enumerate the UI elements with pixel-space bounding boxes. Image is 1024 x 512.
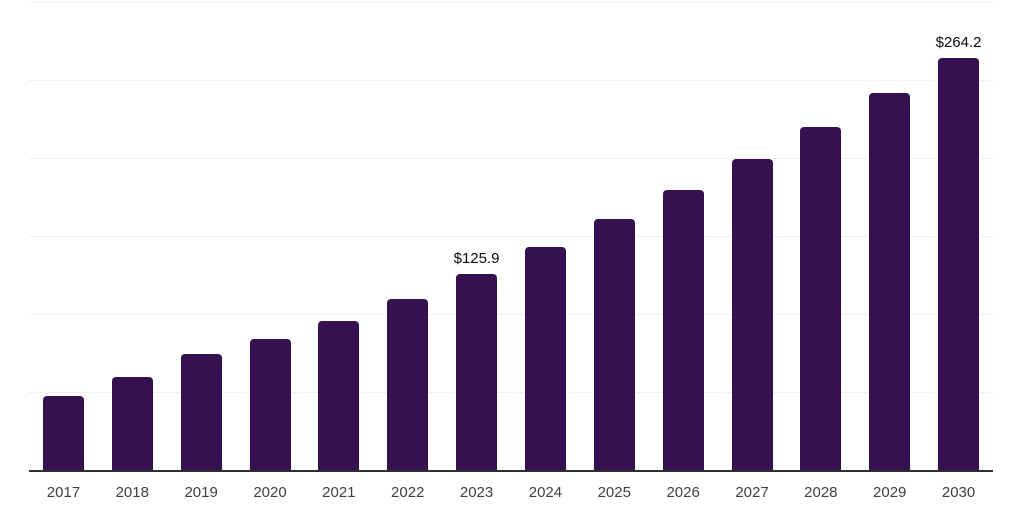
- bar-2029: [869, 93, 911, 471]
- bar-2018: [111, 377, 153, 471]
- x-tick-2017: 2017: [46, 484, 81, 501]
- bar-2024: [524, 247, 566, 471]
- x-tick-2026: 2026: [666, 484, 700, 501]
- x-tick-2019: 2019: [184, 484, 218, 501]
- x-tick-2020: 2020: [253, 484, 287, 501]
- bar-2028: [800, 127, 842, 471]
- bar-2030: [938, 57, 980, 471]
- x-tick-2023: 2023: [459, 484, 494, 501]
- bar-2021: [318, 320, 360, 471]
- value-label-2030: $264.2: [935, 33, 982, 51]
- bar-2020: [249, 338, 291, 471]
- x-tick-2021: 2021: [322, 484, 356, 501]
- gridline-50: [29, 392, 993, 394]
- x-tick-2025: 2025: [597, 484, 631, 501]
- x-tick-2024: 2024: [528, 484, 563, 501]
- bar-2023: [456, 274, 498, 471]
- bar-2022: [387, 299, 429, 471]
- gridline-300: [29, 1, 993, 3]
- x-tick-2018: 2018: [115, 484, 149, 501]
- bar-2019: [180, 354, 222, 471]
- bar-2026: [662, 190, 704, 471]
- x-tick-2030: 2030: [941, 484, 976, 501]
- gridline-100: [29, 314, 993, 316]
- bar-2025: [593, 219, 635, 471]
- bar-2017: [42, 395, 84, 471]
- x-tick-2022: 2022: [391, 484, 425, 501]
- x-axis-line: [29, 470, 993, 472]
- x-tick-2027: 2027: [735, 484, 769, 501]
- x-tick-2029: 2029: [873, 484, 907, 501]
- gridline-250: [29, 79, 993, 81]
- bar-2027: [731, 159, 773, 471]
- gridline-150: [29, 236, 993, 237]
- value-label-2023: $125.9: [453, 250, 500, 268]
- x-tick-2028: 2028: [804, 484, 838, 501]
- gridline-200: [29, 157, 993, 159]
